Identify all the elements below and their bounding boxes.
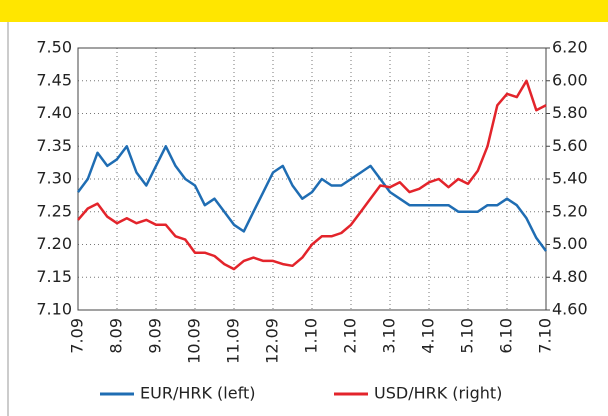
x-tick-label: 3.10	[380, 318, 399, 354]
y-tick-label: 7.45	[36, 70, 72, 89]
y-tick-label: 7.25	[36, 201, 72, 220]
y2-tick-label: 4.60	[552, 300, 588, 319]
y-tick-label: 7.40	[36, 103, 72, 122]
y-tick-label: 7.50	[36, 38, 72, 57]
y2-tick-label: 5.80	[552, 103, 588, 122]
series-line	[76, 145, 548, 252]
y-tick-label: 7.10	[36, 300, 72, 319]
x-tick-label: 2.10	[341, 318, 360, 354]
y-tick-label: 7.15	[36, 267, 72, 286]
y2-tick-label: 5.60	[552, 136, 588, 155]
legend-label: USD/HRK (right)	[374, 384, 502, 403]
x-tick-label: 12.09	[263, 318, 282, 364]
y2-tick-label: 5.40	[552, 169, 588, 188]
y2-tick-label: 5.20	[552, 201, 588, 220]
x-tick-label: 8.09	[107, 318, 126, 354]
y-tick-label: 7.30	[36, 169, 72, 188]
x-tick-label: 11.09	[224, 318, 243, 364]
header-band	[0, 0, 608, 22]
x-tick-label: 5.10	[458, 318, 477, 354]
y2-tick-label: 6.00	[552, 70, 588, 89]
plot-frame	[77, 47, 547, 311]
y2-tick-label: 5.00	[552, 234, 588, 253]
x-tick-label: 1.10	[302, 318, 321, 354]
x-tick-label: 10.09	[185, 318, 204, 364]
x-tick-label: 7.10	[536, 318, 555, 354]
series-line	[77, 79, 547, 271]
y2-tick-label: 4.80	[552, 267, 588, 286]
y2-tick-label: 6.20	[552, 38, 588, 57]
x-tick-label: 6.10	[497, 318, 516, 354]
x-tick-label: 9.09	[146, 318, 165, 354]
legend-label: EUR/HRK (left)	[140, 384, 255, 403]
x-tick-label: 7.09	[68, 318, 87, 354]
y-tick-label: 7.35	[36, 136, 72, 155]
x-tick-label: 4.10	[419, 318, 438, 354]
y-tick-label: 7.20	[36, 234, 72, 253]
